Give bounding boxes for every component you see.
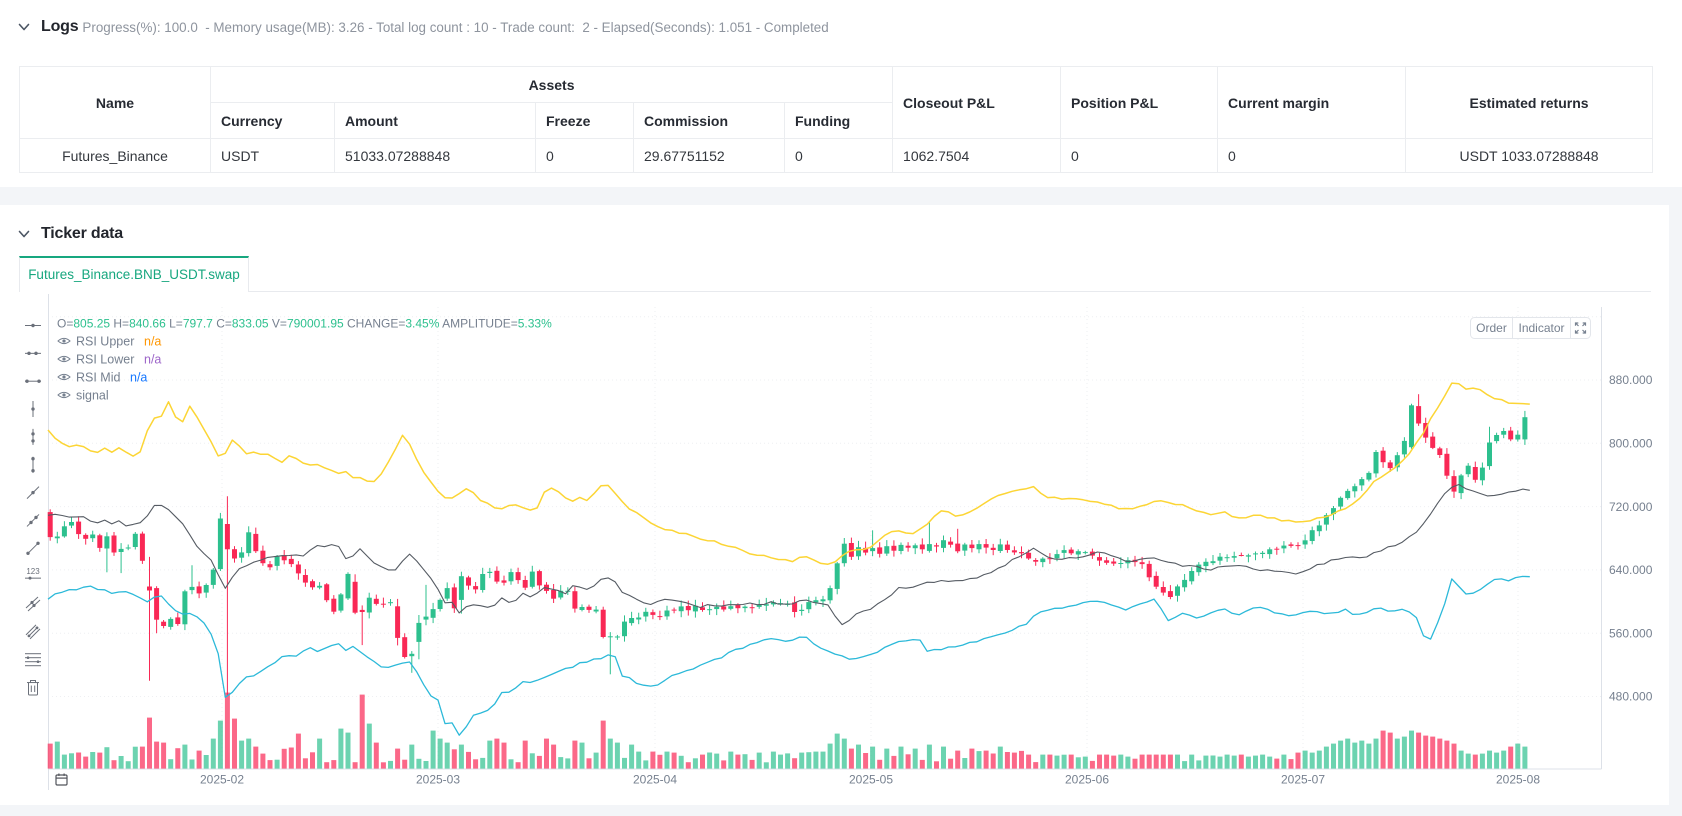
svg-text:n/a: n/a [144,353,161,367]
svg-text:2025-02: 2025-02 [200,773,244,787]
svg-text:n/a: n/a [144,335,161,349]
svg-text:2025-05: 2025-05 [849,773,893,787]
svg-text:640.000: 640.000 [1609,563,1653,577]
svg-text:123: 123 [26,567,40,576]
svg-text:Indicator: Indicator [1518,321,1564,335]
svg-text:2025-06: 2025-06 [1065,773,1109,787]
svg-text:720.000: 720.000 [1609,500,1653,514]
svg-text:RSI Mid: RSI Mid [76,371,121,385]
svg-text:n/a: n/a [130,371,147,385]
svg-text:signal: signal [76,389,109,403]
svg-text:Order: Order [1476,321,1507,335]
svg-text:RSI Lower: RSI Lower [76,353,134,367]
svg-text:2025-03: 2025-03 [416,773,460,787]
svg-text:O=805.25 H=840.66 L=797.7 C=83: O=805.25 H=840.66 L=797.7 C=833.05 V=790… [57,317,552,331]
svg-text:880.000: 880.000 [1609,373,1653,387]
svg-text:2025-07: 2025-07 [1281,773,1325,787]
svg-text:2025-08: 2025-08 [1496,773,1540,787]
svg-text:560.000: 560.000 [1609,626,1653,640]
svg-text:RSI Upper: RSI Upper [76,335,134,349]
svg-text:480.000: 480.000 [1609,690,1653,704]
svg-text:2025-04: 2025-04 [633,773,677,787]
svg-text:800.000: 800.000 [1609,437,1653,451]
